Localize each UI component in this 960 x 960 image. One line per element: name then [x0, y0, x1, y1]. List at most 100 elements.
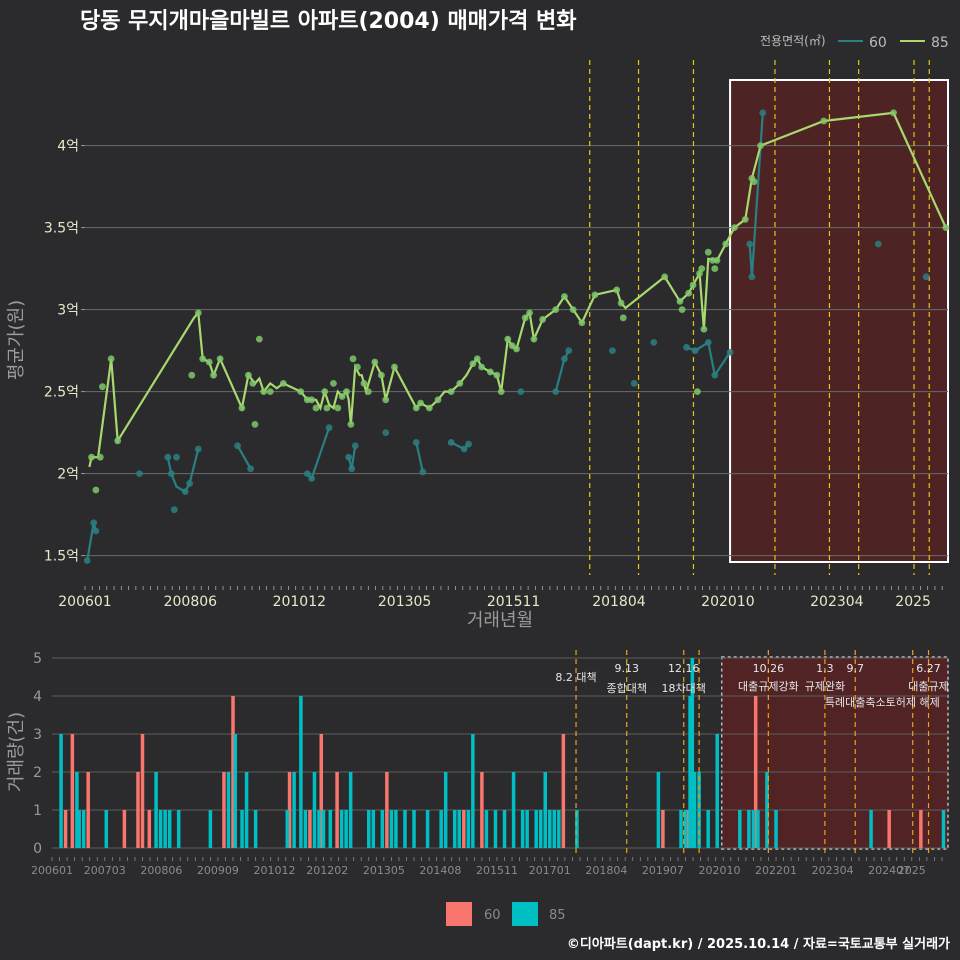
- data-point-85: [92, 486, 100, 494]
- bar-60: [335, 772, 339, 848]
- bottom-x-tick-label: 200601: [31, 864, 73, 877]
- data-point-85: [478, 363, 486, 371]
- legend-label-bar-60: 60: [484, 908, 501, 923]
- bar-85: [552, 810, 557, 848]
- bar-85: [548, 810, 552, 848]
- data-point-60: [460, 445, 468, 453]
- data-point-60: [704, 339, 712, 346]
- bar-85: [317, 810, 321, 848]
- data-point-85: [338, 393, 346, 400]
- bottom-x-tick-label: 201305: [363, 864, 405, 877]
- data-point-85: [255, 335, 263, 343]
- bar-60: [753, 696, 758, 848]
- data-point-85: [323, 404, 331, 412]
- data-point-60: [874, 240, 882, 248]
- top-highlight-region: [729, 79, 949, 563]
- series-line-60: [166, 448, 200, 494]
- data-point-60: [351, 442, 359, 450]
- data-point-85: [497, 388, 505, 395]
- bar-60: [919, 810, 923, 848]
- data-point-85: [689, 281, 697, 289]
- data-point-85: [757, 142, 764, 150]
- bar-85: [412, 810, 416, 848]
- legend-title: 전용면적(㎡): [760, 34, 826, 48]
- data-point-85: [521, 314, 529, 322]
- data-point-60: [247, 465, 255, 473]
- data-point-60: [382, 429, 390, 436]
- bar-85: [543, 772, 548, 848]
- event-date-label: 9.13: [614, 662, 639, 675]
- data-point-85: [698, 265, 706, 272]
- data-point-85: [561, 293, 568, 300]
- bar-85: [457, 810, 462, 848]
- bottom-event-lines: 8.2 대책 9.13 종합대책 12.16 18차대책 10.26 대출규제강화 1.3 규제…: [555, 650, 949, 855]
- legend-label-bar-85: 85: [549, 908, 566, 923]
- top-highlight-box: [729, 79, 949, 563]
- bar-60: [136, 772, 140, 848]
- bar-85: [240, 810, 244, 848]
- data-point-85: [469, 360, 477, 368]
- bar-85: [765, 772, 769, 848]
- data-point-85: [493, 371, 501, 379]
- top-y-tick-label: 3.5억: [44, 221, 79, 237]
- bottom-x-tick-label: 202201: [755, 864, 797, 877]
- event-date-label: 9.7: [846, 662, 864, 675]
- data-point-85: [321, 388, 329, 395]
- data-point-85: [820, 117, 828, 125]
- data-point-85: [750, 178, 758, 186]
- bar-85: [244, 772, 249, 848]
- bottom-x-tick-label: 202407: [868, 864, 910, 877]
- bar-85: [348, 772, 353, 848]
- bar-85: [226, 772, 231, 848]
- bar-60: [63, 810, 68, 848]
- bar-60: [887, 810, 891, 848]
- bar-60: [462, 810, 466, 848]
- bottom-x-ticks: 200601 200703 200806 200909 201012 201202 2013…: [31, 857, 943, 877]
- data-point-60: [419, 468, 427, 476]
- bar-85: [683, 810, 688, 848]
- data-point-85: [205, 358, 213, 366]
- data-point-85: [412, 404, 420, 412]
- bar-60: [385, 772, 389, 848]
- data-point-85: [685, 289, 693, 297]
- data-point-85: [238, 404, 246, 412]
- bar-85: [389, 810, 394, 848]
- bottom-gridlines: [52, 657, 948, 849]
- data-point-85: [88, 453, 95, 461]
- top-x-tick-label: 202304: [810, 594, 864, 610]
- data-point-60: [565, 347, 573, 354]
- event-label: 특례대출축소: [825, 696, 886, 709]
- top-gridlines: [85, 145, 948, 557]
- data-point-85: [731, 224, 738, 232]
- data-point-85: [447, 388, 455, 395]
- bar-85: [534, 810, 538, 848]
- bar-85: [312, 772, 317, 848]
- bottom-x-tick-label: 201907: [642, 864, 684, 877]
- event-label: 8.2 대책: [555, 671, 596, 684]
- bar-85: [715, 734, 719, 848]
- bar-85: [81, 810, 86, 848]
- event-label: 대출규제강화: [738, 680, 799, 693]
- data-point-85: [279, 380, 287, 387]
- bar-60: [140, 734, 145, 848]
- top-event-lines: [589, 60, 930, 575]
- bar-85: [303, 810, 308, 848]
- top-x-tick-label: 200601: [58, 594, 111, 610]
- data-point-60: [308, 475, 316, 482]
- bar-85: [339, 810, 344, 848]
- data-point-60: [136, 470, 143, 477]
- data-point-85: [260, 388, 268, 395]
- data-point-85: [713, 257, 721, 264]
- chart-title: 당동 무지개마을마빌르 아파트(2004) 매매가격 변화: [80, 9, 577, 34]
- data-point-85: [107, 355, 115, 363]
- bar-85: [321, 810, 326, 848]
- top-legend: 전용면적(㎡) 60 85: [760, 34, 949, 51]
- event-label: 규제완화: [805, 680, 845, 693]
- data-point-85: [530, 335, 538, 343]
- top-x-ticks: 200601 200806 201012 201305 201511 201804 2020…: [58, 586, 943, 610]
- data-point-85: [613, 286, 621, 294]
- top-y-tick-label: 4억: [57, 139, 79, 155]
- bar-85: [328, 810, 333, 848]
- bottom-y-tick-label: 4: [33, 689, 42, 705]
